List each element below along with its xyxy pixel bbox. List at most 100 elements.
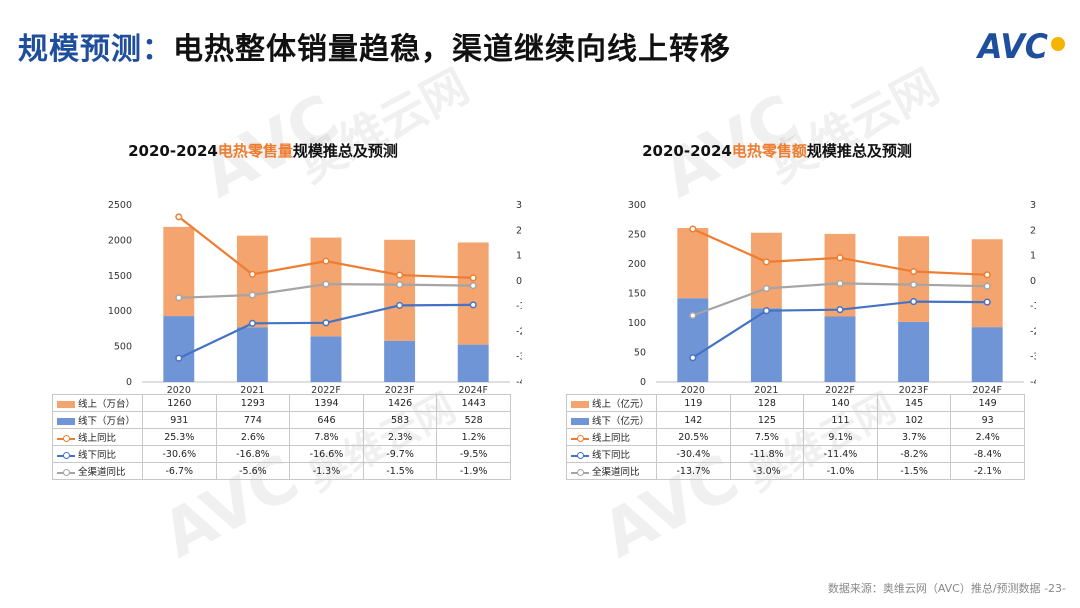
table-row: 全渠道同比 -6.7% -5.6% -1.3% -1.5% -1.9%: [52, 462, 511, 480]
bar-online: [750, 232, 782, 309]
y-tick-label: 1000: [108, 306, 132, 317]
y2-tick-label: 30.0%: [516, 200, 522, 211]
table-row: 线上（万台） 1260 1293 1394 1426 1443: [52, 394, 511, 412]
table-cell: 583: [362, 411, 438, 429]
legend-entry: 线上（万台）: [52, 394, 143, 412]
page-number: -23-: [1044, 582, 1066, 595]
series-point: [983, 282, 991, 290]
table-cell: -1.9%: [436, 462, 511, 480]
legend-line-marker: [57, 434, 75, 443]
table-cell: 102: [876, 411, 952, 429]
chart-data-table: 线上（万台） 1260 1293 1394 1426 1443 线下（万台） 931 774 64…: [52, 394, 511, 480]
series-point: [175, 354, 183, 362]
bar-online: [824, 233, 856, 317]
legend-swatch: [571, 418, 589, 425]
table-cell: 149: [950, 394, 1025, 412]
bar-online: [677, 228, 709, 299]
legend-label: 线下同比: [78, 450, 117, 461]
x-tick-label: 2023F: [899, 385, 929, 394]
bar-offline: [236, 327, 268, 382]
y-tick-label: 100: [628, 318, 646, 329]
table-cell: -1.0%: [803, 462, 878, 480]
y2-tick-label: 30.0%: [1030, 200, 1036, 211]
table-row: 线下同比 -30.4% -11.8% -11.4% -8.2% -8.4%: [566, 445, 1025, 463]
legend-line-marker: [571, 451, 589, 460]
bar-offline: [750, 308, 782, 382]
x-tick-label: 2021: [754, 385, 778, 394]
chart-title-suffix: 规模推总及预测: [806, 142, 912, 160]
y-tick-label: 250: [628, 230, 646, 241]
legend-swatch: [57, 418, 75, 425]
bar-offline: [971, 327, 1003, 382]
bar-online: [457, 242, 489, 345]
series-point: [762, 258, 770, 266]
table-cell: 1.2%: [436, 428, 511, 446]
y-tick-label: 0: [126, 377, 132, 388]
table-cell: 25.3%: [142, 428, 217, 446]
table-row: 线上（亿元） 119 128 140 145 149: [566, 394, 1025, 412]
table-cell: -8.2%: [876, 445, 952, 463]
table-cell: 1394: [289, 394, 364, 412]
legend-label: 线下（亿元）: [592, 416, 650, 427]
table-cell: 140: [803, 394, 878, 412]
table-cell: -1.5%: [362, 462, 438, 480]
legend-entry: 全渠道同比: [566, 462, 657, 480]
series-point: [762, 284, 770, 292]
avc-logo: AVC: [976, 27, 1065, 66]
legend-entry: 线下（万台）: [52, 411, 143, 429]
y2-tick-label: -20.0%: [1030, 326, 1036, 337]
series-point: [469, 282, 477, 290]
table-cell: -9.5%: [436, 445, 511, 463]
legend-swatch: [57, 401, 75, 408]
series-point: [322, 280, 330, 288]
table-cell: -13.7%: [656, 462, 731, 480]
series-point: [689, 311, 697, 320]
table-cell: 7.8%: [289, 428, 364, 446]
table-cell: -1.5%: [876, 462, 952, 480]
legend-line-marker: [57, 468, 75, 477]
x-tick-label: 2024F: [972, 385, 1002, 394]
series-point: [469, 301, 477, 309]
legend-entry: 线上同比: [566, 428, 657, 446]
chart-title-years: 2020-2024: [642, 142, 732, 160]
legend-label: 全渠道同比: [592, 467, 640, 478]
legend-line-marker: [57, 451, 75, 460]
y2-tick-label: 0.0%: [1030, 276, 1036, 287]
table-cell: 93: [950, 411, 1025, 429]
table-cell: 1293: [215, 394, 291, 412]
chart-plot: 0 500 1000 1500 2000 2500 -40.0% -30.0% -20.0% -1…: [108, 200, 522, 394]
legend-entry: 线上（亿元）: [566, 394, 657, 412]
y-tick-label: 2500: [108, 200, 132, 211]
y-tick-label: 0: [640, 377, 646, 388]
chart-data-table: 线上（亿元） 119 128 140 145 149 线下（亿元） 142 125 111 102 9…: [566, 394, 1025, 480]
x-tick-label: 2020: [681, 385, 705, 394]
table-cell: 111: [803, 411, 878, 429]
table-cell: -5.6%: [215, 462, 291, 480]
y2-tick-label: -40.0%: [1030, 377, 1036, 388]
chart-title-highlight: 电热零售量: [217, 142, 293, 160]
page-title: 规模预测：电热整体销量趋稳，渠道继续向线上转移: [18, 24, 731, 68]
bar-offline: [457, 344, 489, 382]
x-tick-label: 2024F: [458, 385, 488, 394]
bar-online: [384, 239, 416, 341]
table-cell: 1443: [436, 394, 511, 412]
legend-label: 线下（万台）: [78, 416, 136, 427]
series-point: [396, 271, 404, 279]
series-point: [396, 301, 404, 309]
table-cell: -11.4%: [803, 445, 878, 463]
bar-offline: [898, 321, 930, 382]
y-tick-label: 300: [628, 200, 646, 211]
table-row: 线下（万台） 931 774 646 583 528: [52, 411, 511, 429]
table-cell: 20.5%: [656, 428, 731, 446]
table-cell: -8.4%: [950, 445, 1025, 463]
y2-tick-label: -20.0%: [516, 326, 522, 337]
legend-label: 全渠道同比: [78, 467, 126, 478]
table-cell: 7.5%: [729, 428, 805, 446]
y-tick-label: 2000: [108, 235, 132, 246]
table-cell: 528: [436, 411, 511, 429]
series-point: [248, 270, 256, 278]
table-cell: -30.6%: [142, 445, 217, 463]
series-point: [836, 306, 844, 314]
table-row: 线下同比 -30.6% -16.8% -16.6% -9.7% -9.5%: [52, 445, 511, 463]
table-cell: 931: [142, 411, 217, 429]
